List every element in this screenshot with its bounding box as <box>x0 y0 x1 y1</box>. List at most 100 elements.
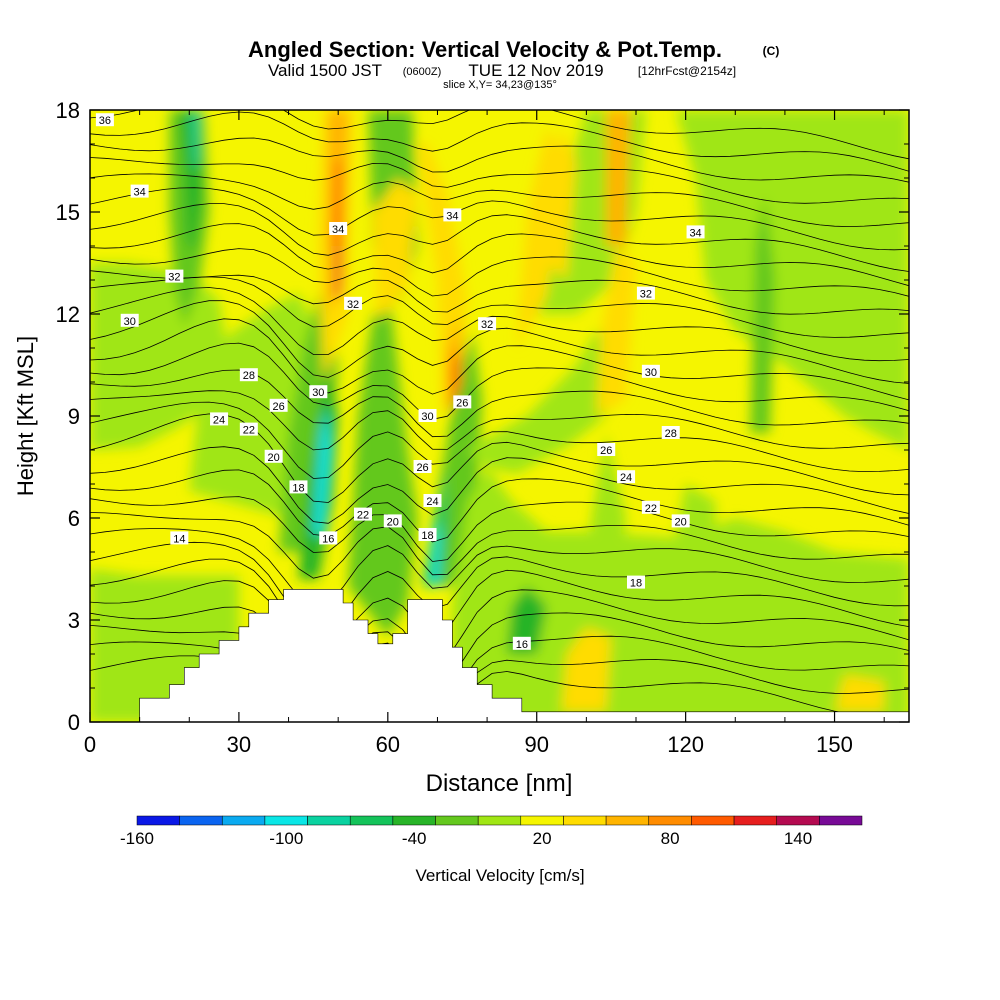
contour-label: 24 <box>617 470 636 484</box>
contour-label-box <box>309 385 328 399</box>
contour-label-box <box>686 225 705 239</box>
x-tick-label: 30 <box>227 732 251 757</box>
colorbar-swatch <box>477 815 522 826</box>
contour-label-box <box>170 531 189 545</box>
theta-contour <box>90 528 909 608</box>
chart-title: Angled Section: Vertical Velocity & Pot.… <box>248 37 722 62</box>
contour-label-text: 24 <box>620 472 632 484</box>
theta-contour <box>90 496 909 562</box>
contour-label-box <box>319 531 338 545</box>
contour-label-text: 18 <box>630 578 642 590</box>
velocity-region <box>430 518 440 586</box>
contour-label-text: 24 <box>426 496 438 508</box>
contour-label: 36 <box>95 113 114 127</box>
theta-contour <box>90 203 909 272</box>
y-tick-label: 9 <box>68 404 80 429</box>
contour-label-text: 28 <box>243 370 255 382</box>
colorbar-swatch <box>691 815 735 826</box>
contour-label-box <box>165 269 184 283</box>
velocity-region <box>561 626 612 712</box>
colorbar-label: Vertical Velocity [cm/s] <box>415 866 584 885</box>
contour-label: 18 <box>627 575 645 590</box>
contour-label-text: 34 <box>134 187 146 199</box>
contour-label-box <box>329 222 348 235</box>
contour-label-box <box>239 422 258 436</box>
velocity-region <box>90 263 229 569</box>
contour-label-box <box>413 460 432 473</box>
terrain <box>90 589 909 722</box>
colorbar <box>136 815 863 826</box>
velocity-region <box>467 331 627 474</box>
theta-contour <box>90 369 909 438</box>
contour-label-text: 36 <box>99 115 111 127</box>
theta-contour <box>90 300 909 384</box>
contour-label: 34 <box>443 208 462 222</box>
theta-contour <box>90 541 909 633</box>
contour-label: 34 <box>130 184 149 199</box>
contour-label-text: 34 <box>446 210 458 222</box>
contour-label-box <box>264 449 283 463</box>
contour-label: 30 <box>418 409 437 423</box>
x-axis-label: Distance [nm] <box>426 770 573 797</box>
contour-label-box <box>453 395 472 409</box>
velocity-region <box>335 246 341 297</box>
contour-label-box <box>354 507 372 521</box>
subtitle-valid: Valid 1500 JST <box>268 61 382 80</box>
contour-labels: 36 34 32 30 28 26 24 22 20 18 14 16 22 20 34 32 30 34 32 26… <box>95 113 705 651</box>
contour-label: 32 <box>478 317 497 331</box>
y-tick-label: 12 <box>56 302 80 327</box>
contour-label-text: 32 <box>481 319 493 331</box>
subtitle-zulu: (0600Z) <box>403 66 442 78</box>
theta-contour <box>90 606 909 687</box>
contour-label-box <box>269 398 288 412</box>
contour-label: 32 <box>165 269 184 284</box>
theta-contour <box>90 625 909 702</box>
y-tick-label: 0 <box>68 710 80 735</box>
y-tick-label: 3 <box>68 608 80 633</box>
contour-label-box <box>597 443 616 456</box>
colorbar-tick-label: 20 <box>533 829 552 848</box>
colorbar-swatch <box>222 815 266 826</box>
theta-contour <box>90 318 909 401</box>
colorbar-swatch <box>179 815 223 826</box>
velocity-region <box>675 110 909 450</box>
contour-label-text: 24 <box>213 414 225 426</box>
contour-label: 26 <box>597 443 616 457</box>
y-axis-label: Height [Kft MSL] <box>13 336 38 496</box>
colorbar-tick-labels: -160 -100 -40 20 80 140 <box>120 829 812 848</box>
colorbar-tick-label: -100 <box>269 829 303 848</box>
velocity-region <box>516 127 567 348</box>
contour-label-box <box>383 514 402 528</box>
contour-label-text: 18 <box>292 482 304 494</box>
contour-label: 24 <box>210 412 229 426</box>
theta-contour <box>90 287 909 362</box>
y-tick-label: 6 <box>68 506 80 531</box>
slice-info: slice X,Y= 34,23@135° <box>443 79 557 91</box>
contour-label-text: 26 <box>600 445 612 457</box>
contour-label-box <box>239 368 258 382</box>
contour-label-box <box>627 575 645 589</box>
contour-label: 20 <box>671 514 690 528</box>
x-tick-label: 90 <box>524 732 548 757</box>
subtitle-forecast: [12hrFcst@2154z] <box>638 64 736 78</box>
contour-label-box <box>636 286 655 300</box>
contour-label-text: 22 <box>357 510 369 522</box>
contour-label-text: 18 <box>421 530 433 542</box>
contour-label-text: 22 <box>645 503 657 515</box>
contour-label-text: 32 <box>347 299 359 311</box>
theta-contour <box>90 110 909 160</box>
colorbar-swatch <box>435 815 479 826</box>
contour-label: 14 <box>170 531 189 545</box>
contour-label: 28 <box>661 426 680 440</box>
potential-temperature-contours <box>90 110 909 722</box>
contour-label-text: 30 <box>421 411 433 423</box>
theta-contour <box>90 270 909 315</box>
colorbar-swatch <box>648 815 692 826</box>
contour-label: 16 <box>319 531 338 545</box>
contour-label: 22 <box>239 422 258 437</box>
y-tick-label: 15 <box>56 200 80 225</box>
contour-label-text: 14 <box>173 533 185 545</box>
contour-label-text: 30 <box>124 316 136 328</box>
